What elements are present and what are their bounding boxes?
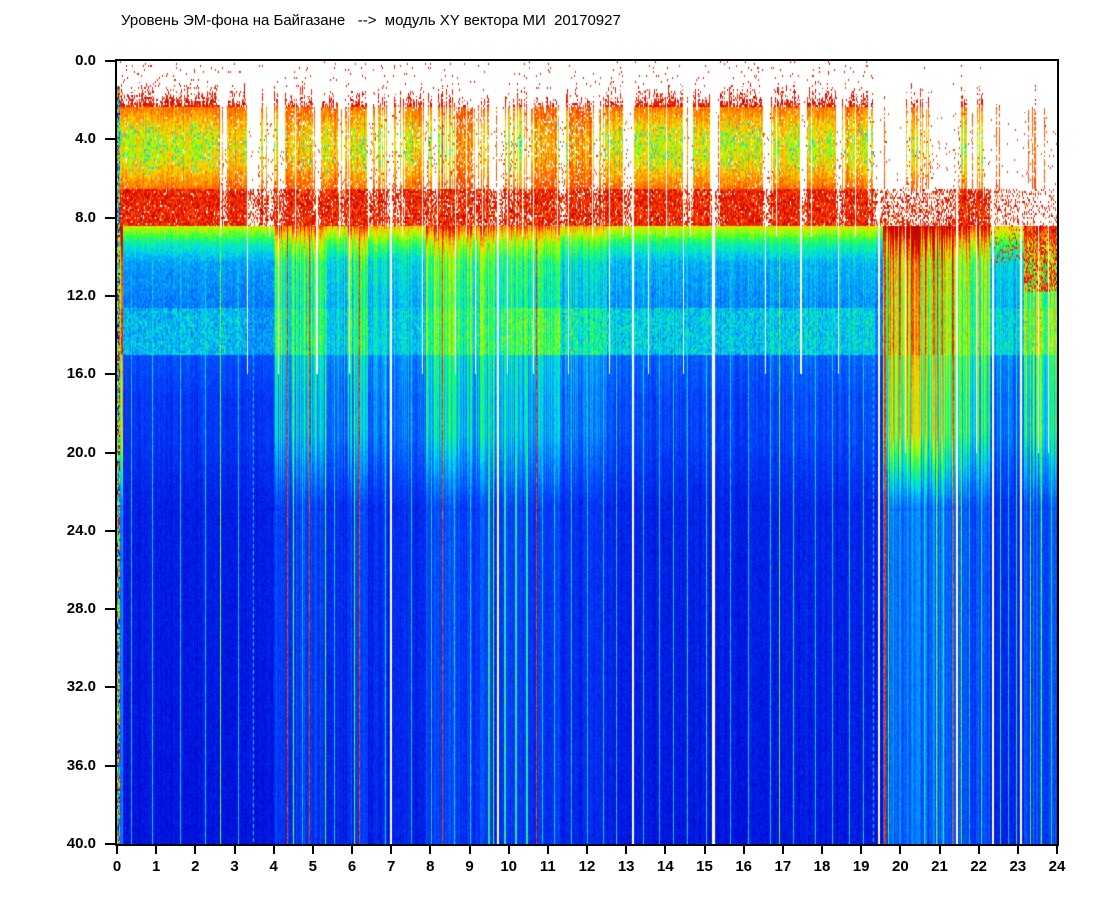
x-tick [507, 846, 510, 854]
x-tick-label: 21 [931, 858, 948, 875]
x-tick-label: 0 [112, 858, 122, 875]
x-tick-label: 5 [308, 858, 317, 875]
x-tick [233, 846, 236, 854]
x-tick [821, 846, 823, 854]
chart-title: Уровень ЭМ-фона на Байгазане --> модуль … [121, 12, 621, 29]
x-tick-label: 3 [230, 858, 239, 875]
x-tick-label: 7 [386, 858, 396, 875]
y-tick [105, 764, 115, 767]
x-tick-label: 2 [191, 858, 200, 875]
y-tick-label: 32.0 [66, 678, 96, 696]
y-tick [105, 216, 115, 219]
y-tick-label: 24.0 [66, 521, 96, 539]
x-tick-label: 22 [970, 858, 987, 875]
y-tick [105, 138, 115, 141]
x-tick [899, 846, 902, 854]
x-tick [781, 846, 784, 854]
y-tick-label: 36.0 [66, 756, 96, 774]
x-tick [155, 846, 158, 854]
x-tick [860, 846, 863, 854]
x-tick-label: 13 [617, 858, 635, 875]
y-tick [105, 686, 115, 689]
x-tick-label: 11 [539, 858, 556, 875]
x-tick [664, 846, 667, 854]
x-tick [938, 846, 941, 854]
y-tick-label: 4.0 [75, 130, 96, 148]
y-tick [105, 843, 115, 845]
x-tick-label: 15 [696, 858, 713, 875]
x-tick [194, 846, 197, 854]
y-tick-label: 8.0 [75, 208, 96, 226]
x-tick-label: 9 [465, 858, 474, 875]
x-tick-label: 19 [852, 858, 870, 875]
x-tick-label: 20 [891, 858, 909, 875]
x-tick-label: 4 [269, 858, 278, 875]
x-tick [468, 846, 471, 854]
x-tick [546, 846, 549, 854]
x-tick-label: 10 [500, 858, 517, 875]
y-tick [105, 608, 115, 611]
x-tick [742, 846, 745, 854]
x-tick [703, 846, 706, 854]
x-tick-label: 24 [1048, 858, 1066, 875]
y-tick-label: 20.0 [66, 443, 96, 461]
y-tick [105, 294, 115, 297]
x-tick-label: 18 [813, 858, 831, 875]
y-tick [105, 373, 115, 376]
x-tick-label: 23 [1009, 858, 1027, 875]
x-tick [977, 846, 980, 854]
y-tick-label: 40.0 [66, 835, 96, 852]
x-tick-label: 1 [151, 858, 161, 875]
y-tick-label: 12.0 [66, 286, 96, 304]
x-tick-label: 16 [735, 858, 752, 875]
y-tick [105, 529, 115, 532]
x-tick-label: 8 [426, 858, 435, 875]
x-tick [1016, 846, 1019, 854]
x-tick [272, 846, 275, 854]
x-tick-label: 17 [774, 858, 792, 875]
x-tick [390, 846, 393, 854]
x-tick-label: 12 [578, 858, 596, 875]
x-tick [311, 846, 314, 854]
x-tick [116, 846, 118, 854]
x-tick [625, 846, 628, 854]
x-tick [351, 846, 353, 854]
x-tick [586, 846, 588, 854]
x-tick [429, 846, 432, 854]
x-tick [1056, 846, 1058, 854]
y-tick-label: 28.0 [66, 600, 96, 618]
y-tick-label: 16.0 [66, 365, 96, 383]
y-tick [105, 60, 115, 62]
spectrogram-canvas [117, 61, 1057, 844]
x-tick-label: 14 [656, 858, 674, 875]
x-tick-label: 6 [347, 858, 357, 875]
y-tick-label: 0.0 [75, 52, 96, 69]
y-tick [105, 451, 115, 454]
